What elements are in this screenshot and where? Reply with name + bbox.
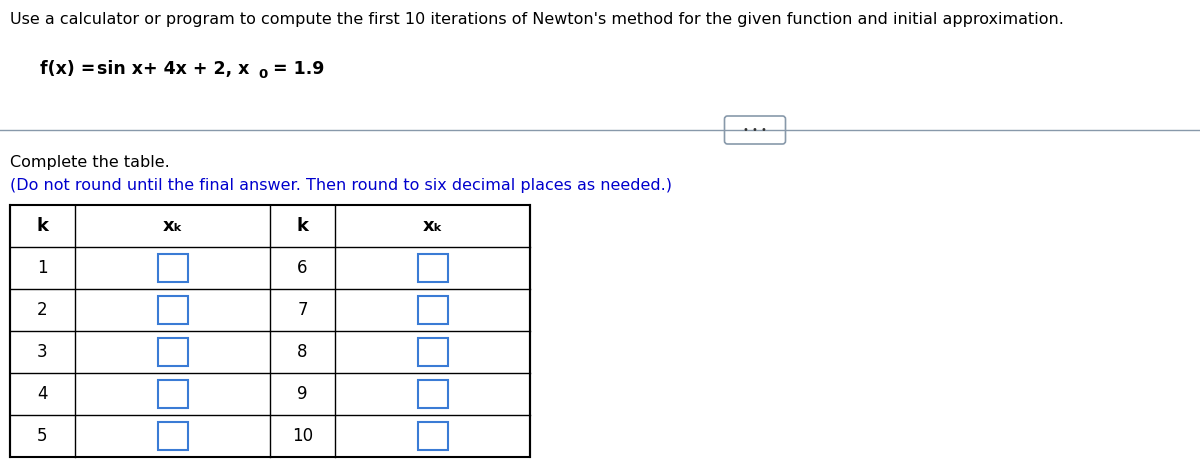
Text: f(x) =: f(x) = — [40, 60, 101, 78]
Text: = 1.9: = 1.9 — [266, 60, 324, 78]
Bar — [157, 422, 187, 450]
Text: 10: 10 — [292, 427, 313, 445]
Bar — [157, 380, 187, 408]
Text: 5: 5 — [37, 427, 48, 445]
Bar — [418, 422, 448, 450]
Bar — [418, 380, 448, 408]
Bar — [418, 338, 448, 366]
Bar — [10, 205, 530, 457]
FancyBboxPatch shape — [725, 116, 786, 144]
Text: Use a calculator or program to compute the first 10 iterations of Newton's metho: Use a calculator or program to compute t… — [10, 12, 1064, 27]
Bar — [418, 254, 448, 282]
Text: Complete the table.: Complete the table. — [10, 155, 169, 170]
Text: 0: 0 — [258, 68, 268, 81]
Text: k: k — [296, 217, 308, 235]
Text: xₖ: xₖ — [162, 217, 182, 235]
Text: • • •: • • • — [743, 125, 767, 135]
Text: 6: 6 — [298, 259, 307, 277]
Text: 4: 4 — [37, 385, 48, 403]
Text: 2: 2 — [37, 301, 48, 319]
Text: 8: 8 — [298, 343, 307, 361]
Bar — [157, 296, 187, 324]
Text: 9: 9 — [298, 385, 307, 403]
Bar — [157, 254, 187, 282]
Text: xₖ: xₖ — [422, 217, 443, 235]
Text: k: k — [36, 217, 48, 235]
Text: 1: 1 — [37, 259, 48, 277]
Bar — [418, 296, 448, 324]
Text: 7: 7 — [298, 301, 307, 319]
Text: + 4x + 2, x: + 4x + 2, x — [137, 60, 250, 78]
Text: (Do not round until the final answer. Then round to six decimal places as needed: (Do not round until the final answer. Th… — [10, 178, 672, 193]
Bar — [157, 338, 187, 366]
Text: 3: 3 — [37, 343, 48, 361]
Text: sin x: sin x — [97, 60, 143, 78]
